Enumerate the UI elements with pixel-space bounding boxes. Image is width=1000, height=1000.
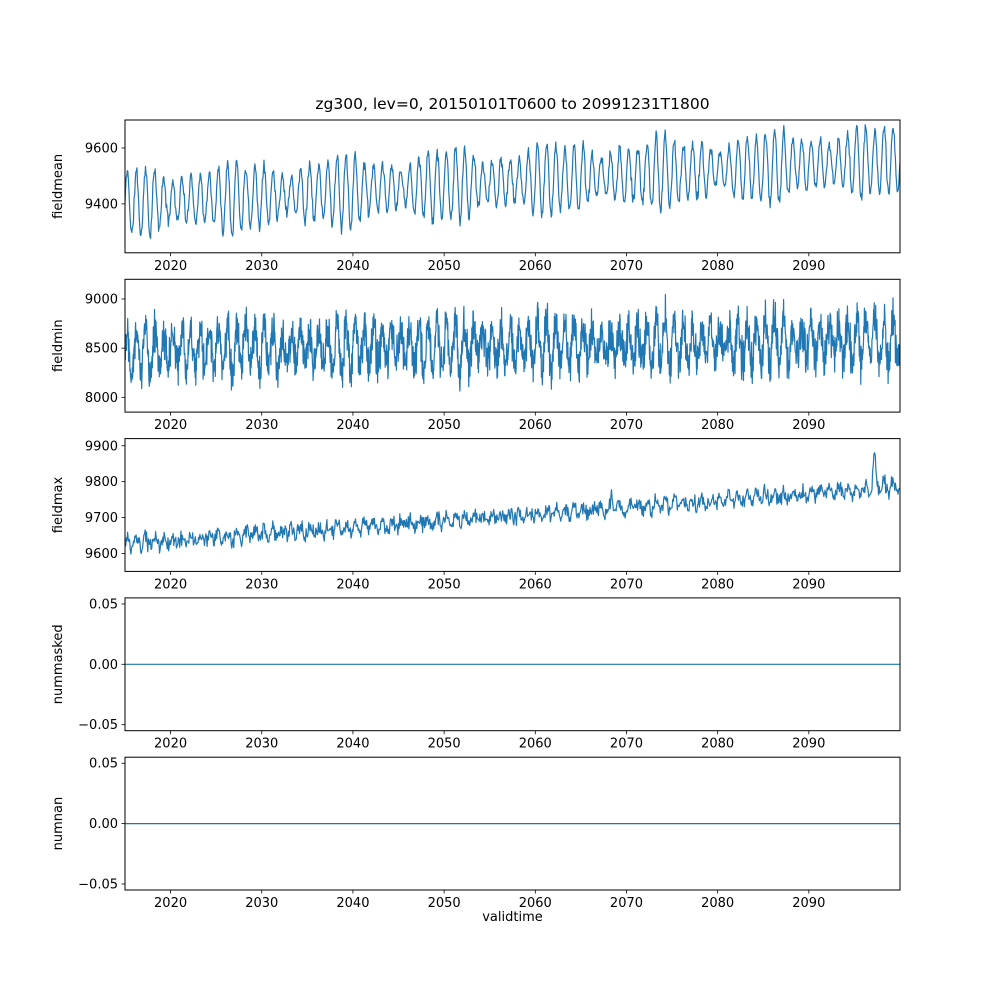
axes-frame xyxy=(124,278,901,413)
x-tick-label: 2070 xyxy=(610,896,643,911)
y-tick-label: 8000 xyxy=(85,391,118,406)
y-tick-label: 0.00 xyxy=(89,817,118,832)
x-tick-label: 2090 xyxy=(792,259,825,274)
x-tick-label: 2040 xyxy=(336,737,369,752)
x-tick-label: 2090 xyxy=(792,737,825,752)
x-tick-label: 2080 xyxy=(701,737,734,752)
x-tick-label: 2050 xyxy=(428,259,461,274)
x-tick-label: 2090 xyxy=(792,577,825,592)
y-axis-label: numnan xyxy=(51,797,66,851)
x-tick-label: 2080 xyxy=(701,259,734,274)
x-tick-label: 2060 xyxy=(519,259,552,274)
x-tick-label: 2040 xyxy=(336,896,369,911)
y-axis-label: nummasked xyxy=(51,624,66,704)
x-tick-label: 2020 xyxy=(154,577,187,592)
subplot-nummasked: 2020 2030 2040 2050 2060 2070 2080 2090 −0.05 0.0… xyxy=(51,597,901,752)
x-tick-label: 2040 xyxy=(336,577,369,592)
y-tick-label: 9600 xyxy=(85,547,118,562)
x-tick-label: 2030 xyxy=(245,737,278,752)
x-tick-label: 2090 xyxy=(792,418,825,433)
y-tick-label: 9400 xyxy=(85,197,118,212)
x-tick-label: 2030 xyxy=(245,577,278,592)
axes-frame xyxy=(124,756,901,891)
x-tick-label: 2050 xyxy=(428,896,461,911)
x-tick-label: 2070 xyxy=(610,577,643,592)
x-tick-label: 2070 xyxy=(610,737,643,752)
x-tick-label: 2050 xyxy=(428,737,461,752)
axes-frame xyxy=(124,597,901,732)
axes-frame xyxy=(124,438,901,572)
x-tick-label: 2020 xyxy=(154,418,187,433)
y-tick-label: 9900 xyxy=(85,439,118,454)
x-tick-label: 2040 xyxy=(336,259,369,274)
y-axis-label: fieldmax xyxy=(51,477,66,534)
x-tick-label: 2090 xyxy=(792,896,825,911)
y-tick-label: 9000 xyxy=(85,292,118,307)
y-tick-label: 9800 xyxy=(85,475,118,490)
y-tick-label: −0.05 xyxy=(78,877,118,892)
y-axis-label: fieldmin xyxy=(51,319,66,372)
x-tick-label: 2080 xyxy=(701,577,734,592)
x-tick-label: 2050 xyxy=(428,577,461,592)
series-line xyxy=(125,452,900,555)
subplot-numnan: 2020 2030 2040 2050 2060 2070 2080 2090 −0.05 0.0… xyxy=(51,756,901,911)
x-tick-label: 2020 xyxy=(154,259,187,274)
subplot-fieldmean: 2020 2030 2040 2050 2060 2070 2080 2090 9400 9600… xyxy=(51,119,901,274)
series-line xyxy=(125,124,900,239)
y-tick-label: 9600 xyxy=(85,141,118,156)
x-tick-label: 2020 xyxy=(154,896,187,911)
y-tick-label: 0.00 xyxy=(89,658,118,673)
chart-title: zg300, lev=0, 20150101T0600 to 20991231T… xyxy=(315,95,710,113)
x-tick-label: 2030 xyxy=(245,896,278,911)
x-tick-label: 2030 xyxy=(245,418,278,433)
axes-frame xyxy=(124,119,901,254)
x-tick-label: 2020 xyxy=(154,737,187,752)
x-tick-label: 2040 xyxy=(336,418,369,433)
y-axis-label: fieldmean xyxy=(51,154,66,219)
y-tick-label: 0.05 xyxy=(89,597,118,612)
y-tick-label: 9700 xyxy=(85,511,118,526)
x-tick-label: 2060 xyxy=(519,418,552,433)
x-tick-label: 2050 xyxy=(428,418,461,433)
y-tick-label: 0.05 xyxy=(89,757,118,772)
x-tick-label: 2060 xyxy=(519,577,552,592)
subplot-fieldmin: 2020 2030 2040 2050 2060 2070 2080 2090 8000 8500… xyxy=(51,278,901,433)
subplot-fieldmax: 2020 2030 2040 2050 2060 2070 2080 2090 9600 9700… xyxy=(51,438,901,592)
x-tick-label: 2030 xyxy=(245,259,278,274)
x-tick-label: 2070 xyxy=(610,259,643,274)
x-axis-label: validtime xyxy=(482,910,543,925)
y-tick-label: 8500 xyxy=(85,342,118,357)
x-tick-label: 2060 xyxy=(519,896,552,911)
x-tick-label: 2080 xyxy=(701,418,734,433)
x-tick-label: 2060 xyxy=(519,737,552,752)
series-line xyxy=(125,294,900,392)
y-tick-label: −0.05 xyxy=(78,718,118,733)
x-tick-label: 2080 xyxy=(701,896,734,911)
x-tick-label: 2070 xyxy=(610,418,643,433)
